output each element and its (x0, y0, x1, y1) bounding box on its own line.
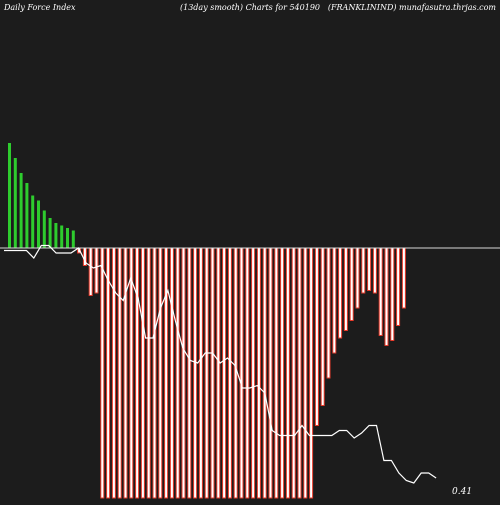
force-bar (349, 247, 354, 321)
force-bar (66, 228, 69, 248)
force-bar (8, 143, 11, 248)
force-bar (25, 183, 29, 248)
force-bar (54, 223, 58, 248)
header-center-label: (13day smooth) Charts for 540190 (180, 3, 320, 12)
force-bar (135, 247, 140, 499)
force-bar (262, 247, 267, 499)
force-bar (309, 247, 314, 499)
force-bar (320, 247, 325, 406)
force-bar (129, 247, 134, 499)
force-bar (146, 247, 151, 499)
force-bar (117, 247, 122, 499)
force-bar (338, 247, 343, 339)
force-bar (285, 247, 290, 499)
force-bar (175, 247, 180, 499)
header-right-label: (FRANKLININD) munafasutra.thrjas.com (328, 3, 497, 12)
force-bar (274, 247, 279, 499)
force-bar (256, 247, 261, 499)
force-bar (181, 247, 186, 499)
force-bar (42, 210, 46, 248)
force-bar (210, 247, 215, 499)
force-bar (251, 247, 256, 499)
force-bar (152, 247, 157, 499)
force-bar (332, 247, 337, 354)
force-bar (31, 195, 35, 248)
force-bar (187, 247, 192, 499)
force-bar (106, 247, 111, 499)
force-bar (361, 247, 366, 294)
smooth-line (4, 244, 437, 484)
force-bar (100, 247, 105, 499)
force-bar (71, 230, 75, 248)
force-bar (314, 247, 319, 426)
force-bar (268, 247, 273, 499)
force-bar (37, 200, 40, 248)
force-bar (355, 247, 360, 309)
force-bar (303, 247, 308, 499)
force-bar (372, 247, 377, 294)
force-bar (233, 247, 238, 499)
force-bar (396, 247, 401, 326)
force-bar (204, 247, 209, 499)
last-value-label: 0.41 (452, 487, 472, 497)
force-bar (169, 247, 174, 499)
force-bar (227, 247, 232, 499)
force-bar (239, 247, 244, 499)
force-bar (390, 247, 395, 341)
header-left-label: Daily Force Index (3, 3, 76, 12)
force-bar (94, 247, 99, 294)
force-bar (198, 247, 203, 499)
force-bar (60, 225, 64, 248)
bars-layer (8, 143, 406, 499)
force-bar (245, 247, 250, 499)
force-bar (343, 247, 348, 331)
force-bar (19, 173, 23, 248)
force-bar (123, 247, 128, 499)
force-bar (384, 247, 389, 346)
force-bar (88, 247, 93, 296)
force-bar (378, 247, 383, 336)
force-bar (164, 247, 169, 499)
force-bar (222, 247, 227, 499)
force-bar (216, 247, 221, 499)
force-bar (158, 247, 163, 499)
force-bar (111, 247, 116, 499)
force-bar (48, 218, 52, 248)
force-bar (13, 158, 17, 248)
force-bar (297, 247, 302, 499)
force-bar (367, 247, 372, 291)
force-bar (326, 247, 331, 379)
force-bar (193, 247, 198, 499)
force-bar (401, 247, 406, 309)
force-bar (140, 247, 145, 499)
force-bar (280, 247, 285, 499)
force-bar (291, 247, 296, 499)
